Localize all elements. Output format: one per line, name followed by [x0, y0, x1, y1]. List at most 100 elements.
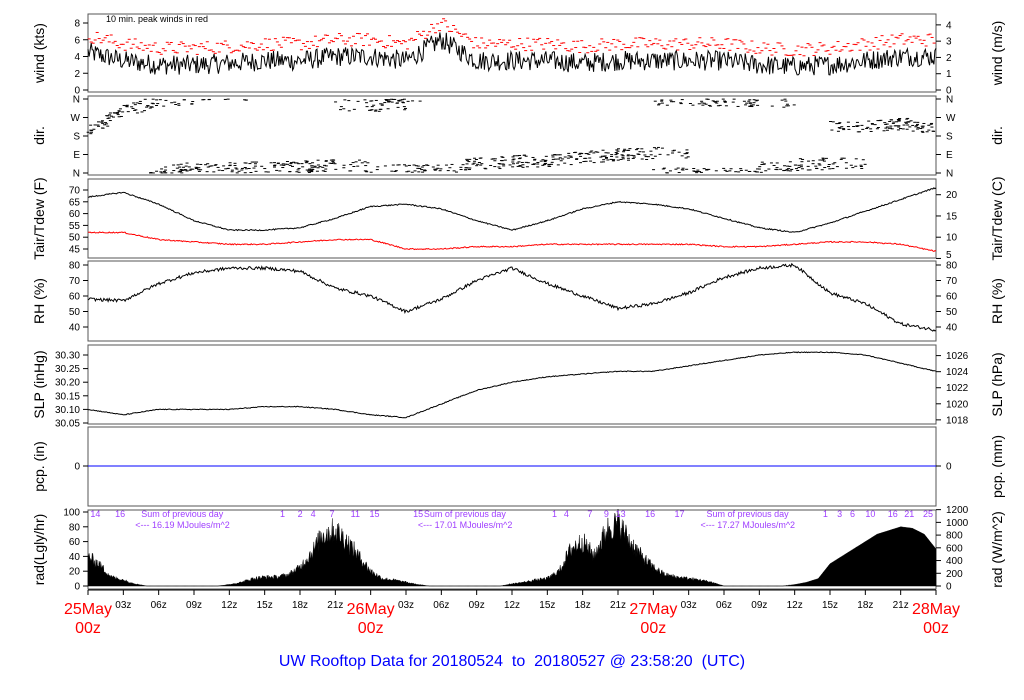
y-tick-label-right: 200 [946, 569, 963, 580]
y-tick-label-right: W [946, 113, 956, 124]
x-tick-label: 18z [857, 600, 873, 611]
y-tick-label-right: 1018 [946, 415, 969, 426]
y-tick-label: 30.20 [55, 378, 80, 389]
y-tick-label-right: 0 [946, 582, 952, 593]
rad-hour-mark: 4 [311, 509, 316, 519]
y-tick-label-right: 5 [946, 250, 952, 261]
y-tick-label-right: 60 [946, 292, 958, 303]
rad-hour-mark: 25 [923, 509, 933, 519]
y-tick-label: 30.15 [55, 391, 80, 402]
rad-hour-mark: 3 [837, 509, 842, 519]
rad-sum-label: Sum of previous day [424, 509, 507, 519]
y-tick-label: 8 [74, 19, 80, 30]
panel-rad [83, 508, 941, 590]
y-tick-label: S [73, 132, 80, 143]
rad-hour-mark: 1 [552, 509, 557, 519]
panel-frame [87, 178, 937, 259]
y-tick-label: 45 [69, 245, 81, 256]
y-tick-label: 30.25 [55, 364, 80, 375]
tair-line [87, 187, 937, 233]
x-tick-label: 18z [292, 600, 308, 611]
y-axis-label-right: pcp. (mm) [989, 435, 1005, 498]
y-tick-label-right: N [946, 169, 953, 180]
y-axis-label: Tair/Tdew (F) [31, 177, 47, 259]
y-tick-label: 60 [69, 292, 81, 303]
x-tick-label: 09z [751, 600, 767, 611]
rad-sum-label: Sum of previous day [141, 509, 224, 519]
y-tick-label: 60 [69, 537, 81, 548]
panel-frame [87, 344, 937, 425]
y-tick-label-right: 1026 [946, 351, 969, 362]
y-tick-label: 40 [69, 552, 81, 563]
y-tick-label: 100 [63, 508, 80, 519]
y-tick-label-right: 600 [946, 543, 963, 554]
date-hour-label: 00z [75, 620, 101, 637]
y-tick-label-right: 1020 [946, 399, 969, 410]
y-tick-label-right: 0 [946, 462, 952, 473]
panel-rh [83, 260, 941, 342]
y-tick-label-right: 1000 [946, 518, 969, 529]
y-axis-label: rad(Lgly/hr) [31, 514, 47, 586]
rad-hour-mark: 16 [645, 509, 655, 519]
y-tick-label: 60 [69, 209, 81, 220]
x-tick-label: 09z [469, 600, 485, 611]
y-tick-label: E [73, 150, 80, 161]
y-axis-label: wind (kts) [31, 23, 47, 84]
y-tick-label: 55 [69, 221, 81, 232]
y-tick-label-right: 80 [946, 261, 958, 272]
y-tick-label: 4 [74, 52, 80, 63]
y-axis-label: SLP (inHg) [31, 350, 47, 418]
x-tick-label: 12z [504, 600, 520, 611]
y-tick-label: 0 [74, 582, 80, 593]
y-tick-label: 50 [69, 233, 81, 244]
panel-frame [87, 13, 937, 93]
x-tick-label: 18z [575, 600, 591, 611]
y-tick-label: 50 [69, 307, 81, 318]
y-tick-label: 30.10 [55, 405, 80, 416]
x-tick-label: 15z [257, 600, 273, 611]
panel-frame [87, 260, 937, 342]
date-label: 25May [64, 601, 112, 618]
x-tick-label: 15z [822, 600, 838, 611]
y-axis-label-right: rad (W/m^2) [989, 511, 1005, 588]
rad-hour-mark: 11 [351, 509, 360, 519]
y-tick-label: 80 [69, 522, 81, 533]
y-tick-label: 40 [69, 323, 81, 334]
y-tick-label-right: 1024 [946, 367, 969, 378]
panel-wind [83, 13, 941, 93]
y-tick-label-right: 1 [946, 69, 952, 80]
date-label: 26May [347, 601, 395, 618]
y-tick-label-right: 3 [946, 37, 952, 48]
date-hour-label: 00z [358, 620, 384, 637]
rad-hour-mark: 13 [616, 509, 626, 519]
x-tick-label: 03z [681, 600, 697, 611]
y-tick-label: 2 [74, 69, 80, 80]
chart-title: UW Rooftop Data for 20180524 to 20180527… [279, 653, 745, 670]
y-tick-label: 70 [69, 276, 81, 287]
x-tick-label: 06z [433, 600, 449, 611]
y-tick-label: 70 [69, 186, 81, 197]
y-tick-label-right: E [946, 150, 953, 161]
y-axis-label-right: SLP (hPa) [989, 352, 1005, 416]
y-tick-label-right: 2 [946, 53, 952, 64]
radiation-area [87, 508, 937, 587]
y-tick-label: 80 [69, 261, 81, 272]
x-tick-label: 03z [115, 600, 131, 611]
y-tick-label-right: 15 [946, 211, 958, 222]
x-tick-label: 21z [893, 600, 909, 611]
y-tick-label-right: 400 [946, 556, 963, 567]
rad-hour-mark: 9 [604, 509, 609, 519]
x-tick-label: 12z [787, 600, 803, 611]
date-label: 28May [912, 601, 960, 618]
date-label: 27May [629, 601, 677, 618]
y-tick-label: 0 [74, 86, 80, 97]
y-axis-label-right: Tair/Tdew (C) [989, 176, 1005, 260]
panel-dir [83, 95, 941, 176]
rad-hour-mark: 15 [369, 509, 379, 519]
y-tick-label-right: 1200 [946, 505, 969, 516]
rad-hour-mark: 2 [298, 509, 303, 519]
y-axis-label-right: RH (%) [989, 278, 1005, 324]
y-tick-label-right: 20 [946, 190, 958, 201]
x-tick-label: 06z [151, 600, 167, 611]
